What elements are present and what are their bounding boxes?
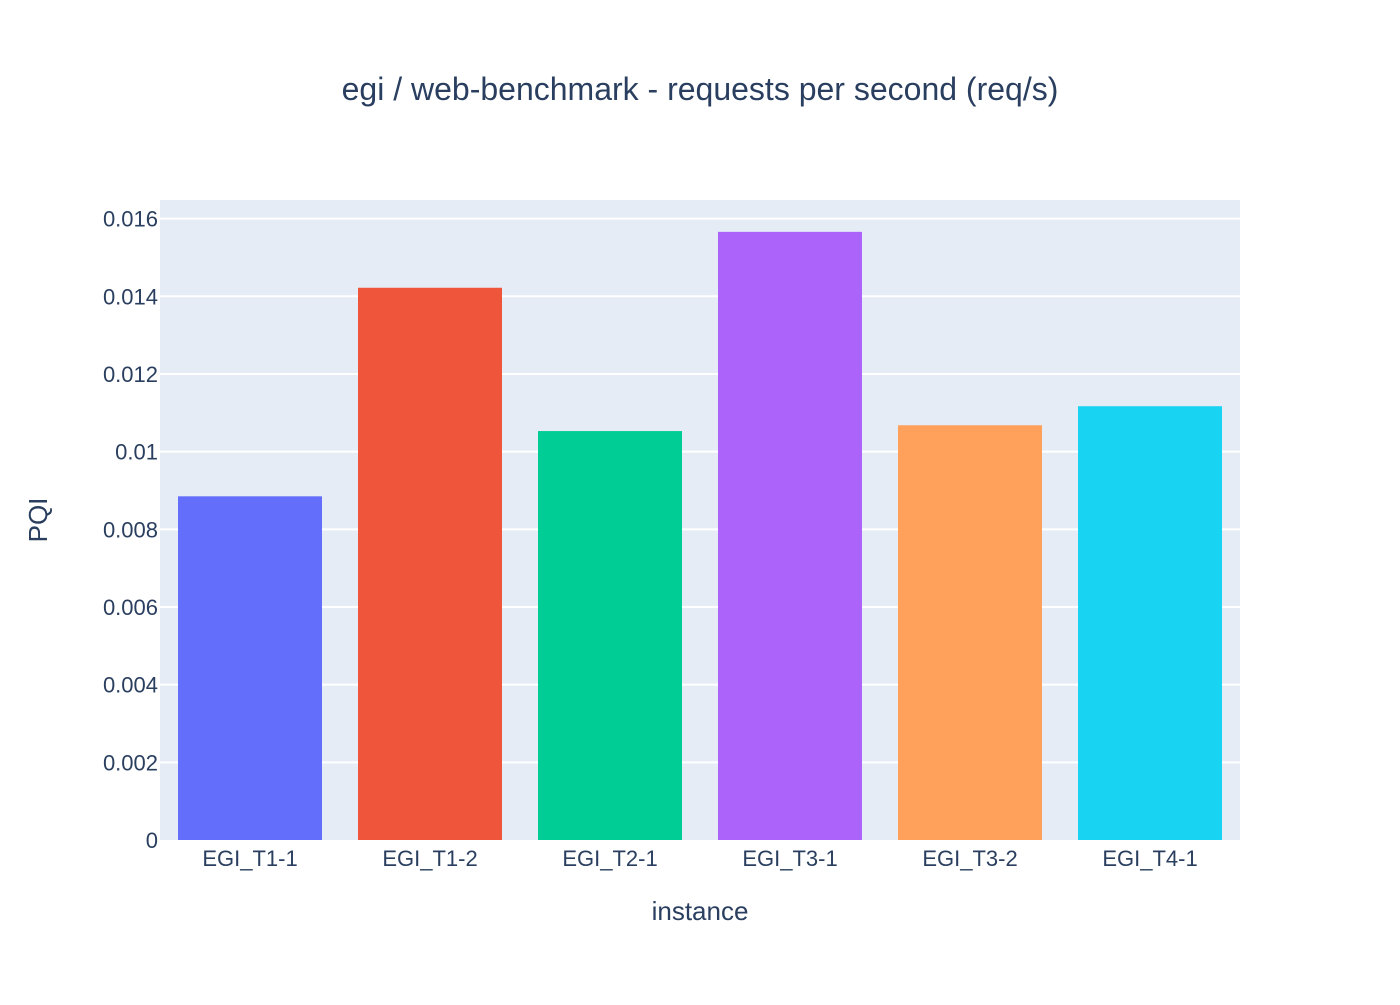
- bar-egi-t3-2[interactable]: [898, 425, 1042, 840]
- x-tick-label: EGI_T1-1: [202, 846, 297, 871]
- x-tick-label: EGI_T1-2: [382, 846, 477, 871]
- y-tick-label: 0.012: [103, 362, 158, 387]
- y-tick-label: 0.014: [103, 284, 158, 309]
- chart-title: egi / web-benchmark - requests per secon…: [342, 71, 1059, 107]
- y-axis-title: PQI: [23, 498, 53, 543]
- y-tick-label: 0.006: [103, 595, 158, 620]
- gridlines: [160, 217, 1240, 764]
- y-tick-label: 0: [146, 828, 158, 853]
- y-tick-label: 0.004: [103, 673, 158, 698]
- y-tick-label: 0.01: [115, 440, 158, 465]
- bar-egi-t3-1[interactable]: [718, 231, 862, 840]
- x-tick-label: EGI_T2-1: [562, 846, 657, 871]
- y-tick-label: 0.008: [103, 517, 158, 542]
- y-tick-label: 0.002: [103, 750, 158, 775]
- x-tick-labels: EGI_T1-1 EGI_T1-2 EGI_T2-1 EGI_T3-1 EGI_T3-2…: [202, 846, 1197, 871]
- x-tick-label: EGI_T3-2: [922, 846, 1017, 871]
- bar-egi-t4-1[interactable]: [1078, 406, 1222, 840]
- bar-egi-t1-1[interactable]: [178, 496, 322, 840]
- y-tick-label: 0.016: [103, 207, 158, 232]
- x-axis-title: instance: [652, 896, 749, 926]
- bars: [178, 231, 1222, 841]
- x-tick-label: EGI_T4-1: [1102, 846, 1197, 871]
- plot-background: [160, 200, 1240, 840]
- y-tick-labels: 0 0.002 0.004 0.006 0.008 0.01 0.012 0.014 0.016: [103, 207, 158, 853]
- bar-egi-t1-2[interactable]: [358, 287, 502, 841]
- x-tick-label: EGI_T3-1: [742, 846, 837, 871]
- bar-egi-t2-1[interactable]: [538, 431, 682, 840]
